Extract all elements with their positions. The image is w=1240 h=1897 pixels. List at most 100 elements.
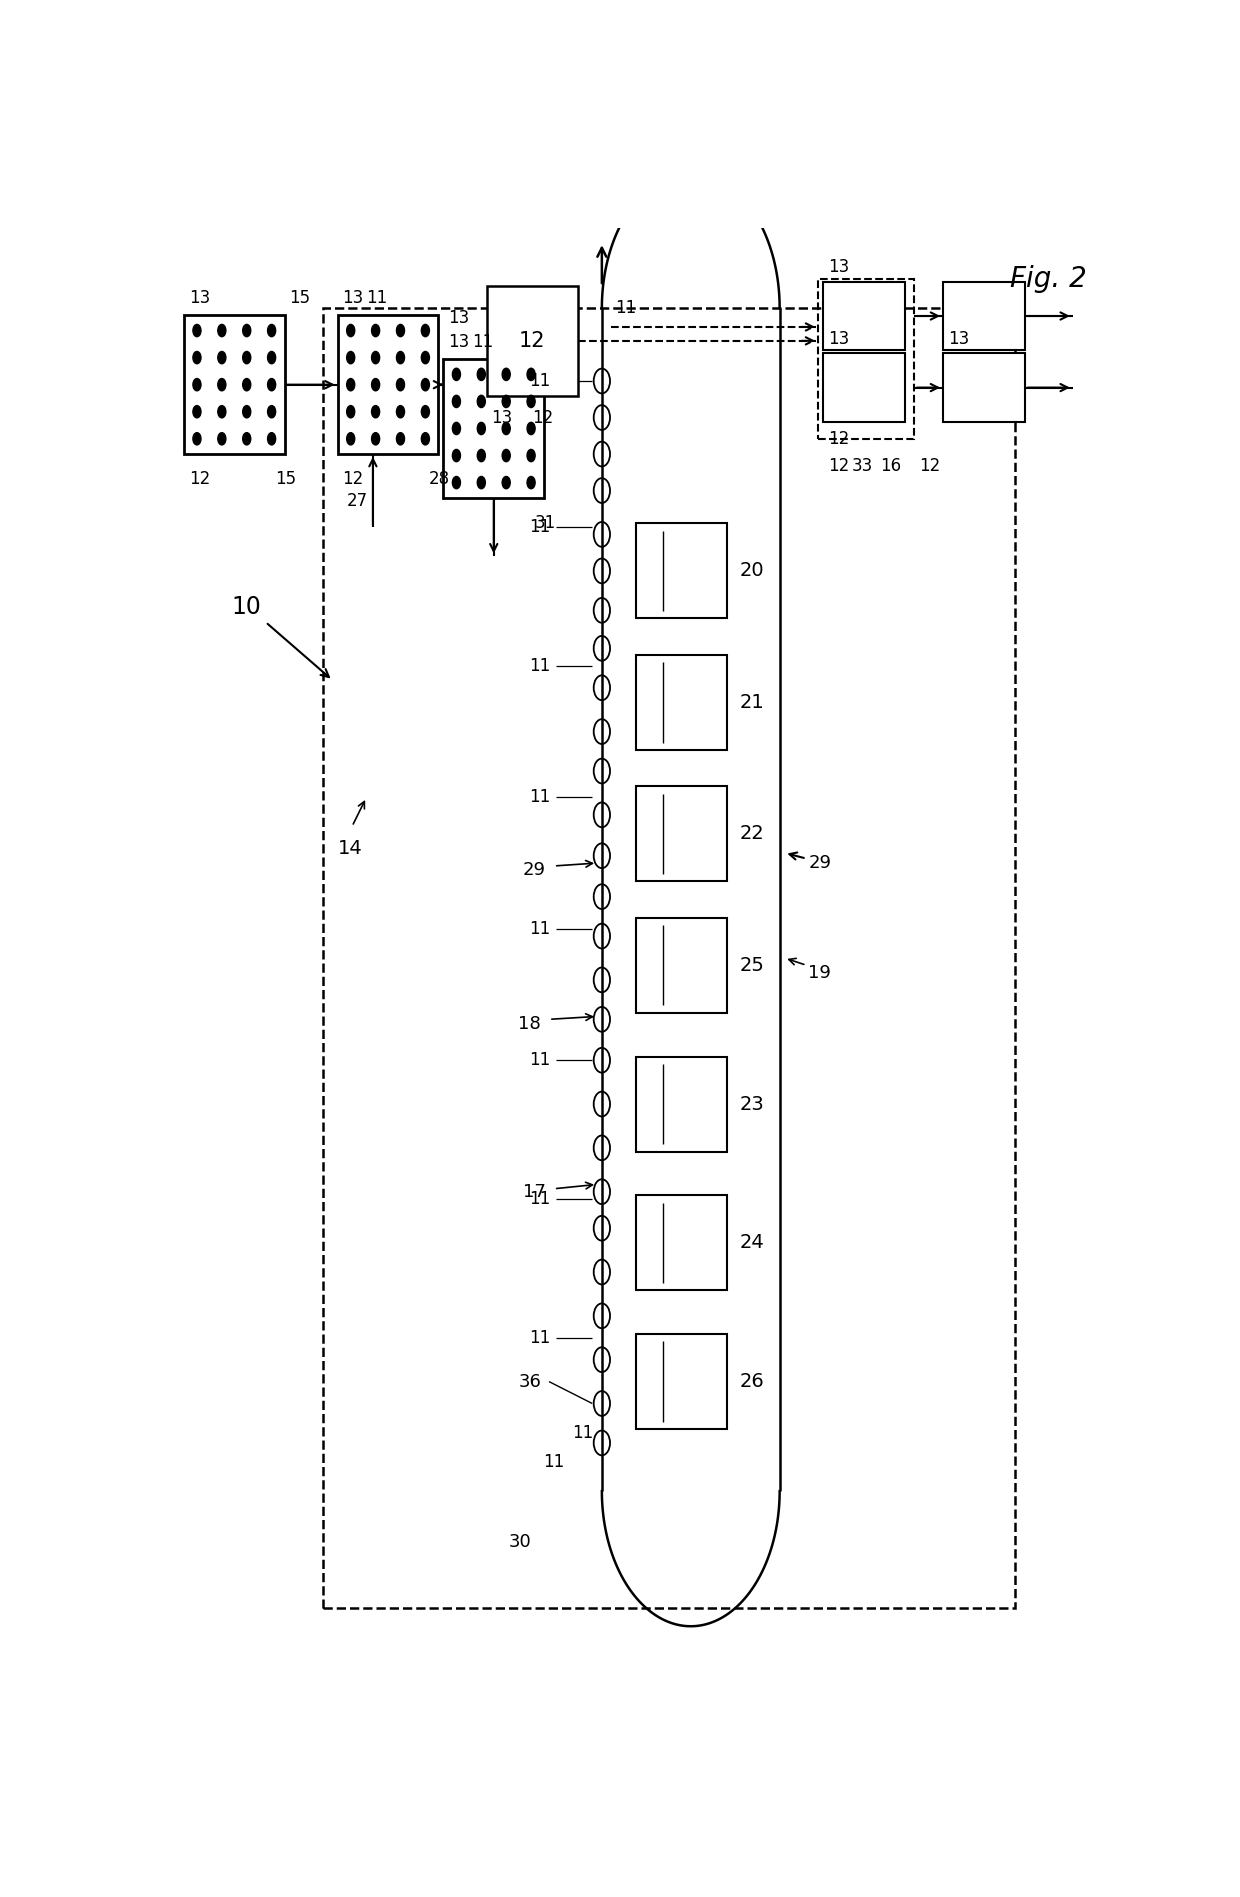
FancyBboxPatch shape xyxy=(635,918,727,1013)
Text: 18: 18 xyxy=(518,1015,541,1032)
Circle shape xyxy=(397,406,404,417)
Circle shape xyxy=(527,368,536,381)
Circle shape xyxy=(477,368,485,381)
Circle shape xyxy=(243,406,250,417)
Circle shape xyxy=(453,450,460,461)
Circle shape xyxy=(422,406,429,417)
FancyBboxPatch shape xyxy=(337,315,439,453)
Text: 12: 12 xyxy=(342,470,363,488)
Circle shape xyxy=(347,324,355,336)
Circle shape xyxy=(218,406,226,417)
Text: 12: 12 xyxy=(919,457,940,474)
Text: 11: 11 xyxy=(528,789,551,806)
Circle shape xyxy=(397,324,404,336)
Circle shape xyxy=(502,423,510,434)
Circle shape xyxy=(372,379,379,391)
Circle shape xyxy=(193,433,201,446)
Text: 11: 11 xyxy=(543,1453,564,1470)
Text: 11: 11 xyxy=(528,656,551,675)
Text: 13: 13 xyxy=(828,330,849,347)
Circle shape xyxy=(268,433,275,446)
Circle shape xyxy=(268,324,275,336)
Circle shape xyxy=(218,324,226,336)
Circle shape xyxy=(193,379,201,391)
Text: 13: 13 xyxy=(448,309,470,326)
Circle shape xyxy=(372,351,379,364)
Circle shape xyxy=(397,351,404,364)
Circle shape xyxy=(453,476,460,489)
Circle shape xyxy=(372,433,379,446)
Text: 29: 29 xyxy=(523,861,546,880)
Circle shape xyxy=(243,324,250,336)
Text: 13: 13 xyxy=(947,330,970,347)
Circle shape xyxy=(218,433,226,446)
Circle shape xyxy=(268,351,275,364)
Circle shape xyxy=(372,406,379,417)
Text: 17: 17 xyxy=(523,1182,546,1201)
Text: 11: 11 xyxy=(472,332,494,351)
Text: 27: 27 xyxy=(347,491,368,510)
Circle shape xyxy=(527,423,536,434)
Circle shape xyxy=(422,324,429,336)
Circle shape xyxy=(422,351,429,364)
Text: 10: 10 xyxy=(232,596,262,620)
FancyBboxPatch shape xyxy=(942,353,1024,421)
Circle shape xyxy=(243,379,250,391)
Circle shape xyxy=(193,324,201,336)
Text: 28: 28 xyxy=(429,470,450,488)
Circle shape xyxy=(502,476,510,489)
Circle shape xyxy=(268,379,275,391)
Circle shape xyxy=(422,379,429,391)
Text: 13: 13 xyxy=(188,288,210,307)
FancyBboxPatch shape xyxy=(486,286,578,396)
Circle shape xyxy=(347,433,355,446)
Text: 12: 12 xyxy=(188,470,210,488)
Circle shape xyxy=(502,450,510,461)
Text: 11: 11 xyxy=(528,372,551,391)
Text: 25: 25 xyxy=(739,956,764,975)
Circle shape xyxy=(453,395,460,408)
Text: 36: 36 xyxy=(518,1373,541,1391)
FancyBboxPatch shape xyxy=(184,315,285,453)
Circle shape xyxy=(268,406,275,417)
Text: 12: 12 xyxy=(828,457,849,474)
Text: 24: 24 xyxy=(739,1233,764,1252)
Text: 12: 12 xyxy=(520,330,546,351)
Text: 11: 11 xyxy=(572,1425,593,1442)
Circle shape xyxy=(502,395,510,408)
Circle shape xyxy=(397,433,404,446)
Circle shape xyxy=(218,351,226,364)
Circle shape xyxy=(347,406,355,417)
Circle shape xyxy=(502,368,510,381)
Circle shape xyxy=(372,324,379,336)
Circle shape xyxy=(347,379,355,391)
FancyBboxPatch shape xyxy=(635,1334,727,1428)
FancyBboxPatch shape xyxy=(444,359,544,497)
Text: 11: 11 xyxy=(528,1328,551,1347)
Text: 23: 23 xyxy=(739,1095,764,1114)
Text: 13: 13 xyxy=(828,258,849,277)
Circle shape xyxy=(527,395,536,408)
Circle shape xyxy=(397,379,404,391)
Text: 33: 33 xyxy=(852,457,873,474)
FancyBboxPatch shape xyxy=(942,281,1024,351)
Circle shape xyxy=(453,368,460,381)
Circle shape xyxy=(193,351,201,364)
Text: 16: 16 xyxy=(880,457,901,474)
Text: 11: 11 xyxy=(528,1051,551,1070)
Circle shape xyxy=(243,351,250,364)
Text: 31: 31 xyxy=(534,514,556,531)
Text: 11: 11 xyxy=(528,920,551,937)
Circle shape xyxy=(347,351,355,364)
Text: 15: 15 xyxy=(290,288,311,307)
Text: 12: 12 xyxy=(828,431,849,448)
FancyBboxPatch shape xyxy=(635,1195,727,1290)
Text: 26: 26 xyxy=(739,1372,764,1391)
Circle shape xyxy=(422,433,429,446)
Text: 29: 29 xyxy=(808,854,832,873)
FancyBboxPatch shape xyxy=(823,281,904,351)
Text: Fig. 2: Fig. 2 xyxy=(1011,266,1087,292)
Circle shape xyxy=(453,423,460,434)
Text: 15: 15 xyxy=(275,470,296,488)
Text: 21: 21 xyxy=(739,692,764,711)
